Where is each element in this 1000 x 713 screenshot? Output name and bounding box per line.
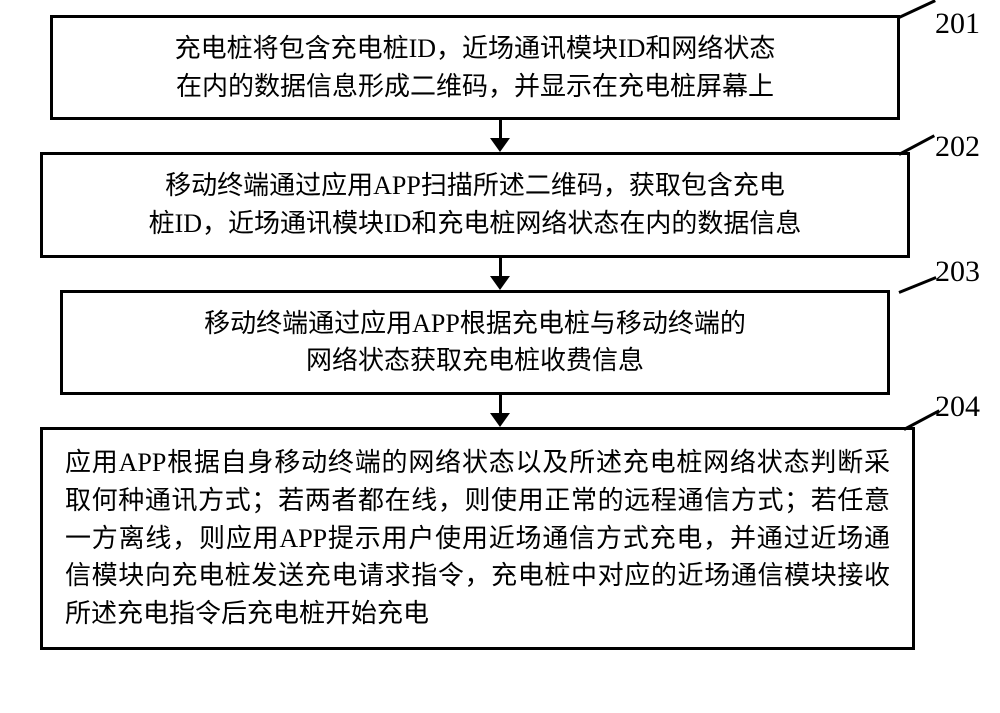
arrow-head: [490, 276, 510, 290]
label-connector: [898, 0, 936, 19]
step-box-201: 充电桩将包含充电桩ID，近场通讯模块ID和网络状态 在内的数据信息形成二维码，并…: [50, 15, 900, 120]
arrow-head: [490, 138, 510, 152]
arrow-2-3: [40, 258, 960, 290]
step-label-204: 204: [935, 390, 980, 424]
step-box-202: 移动终端通过应用APP扫描所述二维码，获取包含充电 桩ID，近场通讯模块ID和充…: [40, 152, 910, 257]
arrow-3-4: [40, 395, 960, 427]
step-box-203: 移动终端通过应用APP根据充电桩与移动终端的 网络状态获取充电桩收费信息: [60, 290, 890, 395]
step-box-204: 应用APP根据自身移动终端的网络状态以及所述充电桩网络状态判断采取何种通讯方式；…: [40, 427, 915, 649]
arrow-1-2: [40, 120, 960, 152]
step-text: 移动终端通过应用APP根据充电桩与移动终端的 网络状态获取充电桩收费信息: [83, 305, 867, 380]
step-text: 充电桩将包含充电桩ID，近场通讯模块ID和网络状态 在内的数据信息形成二维码，并…: [73, 30, 877, 105]
step-text: 应用APP根据自身移动终端的网络状态以及所述充电桩网络状态判断采取何种通讯方式；…: [65, 444, 890, 632]
arrow-head: [490, 413, 510, 427]
step-text: 移动终端通过应用APP扫描所述二维码，获取包含充电 桩ID，近场通讯模块ID和充…: [63, 167, 887, 242]
step-label-201: 201: [935, 7, 980, 41]
flowchart-container: 充电桩将包含充电桩ID，近场通讯模块ID和网络状态 在内的数据信息形成二维码，并…: [40, 15, 960, 650]
step-label-203: 203: [935, 255, 980, 289]
step-label-202: 202: [935, 130, 980, 164]
